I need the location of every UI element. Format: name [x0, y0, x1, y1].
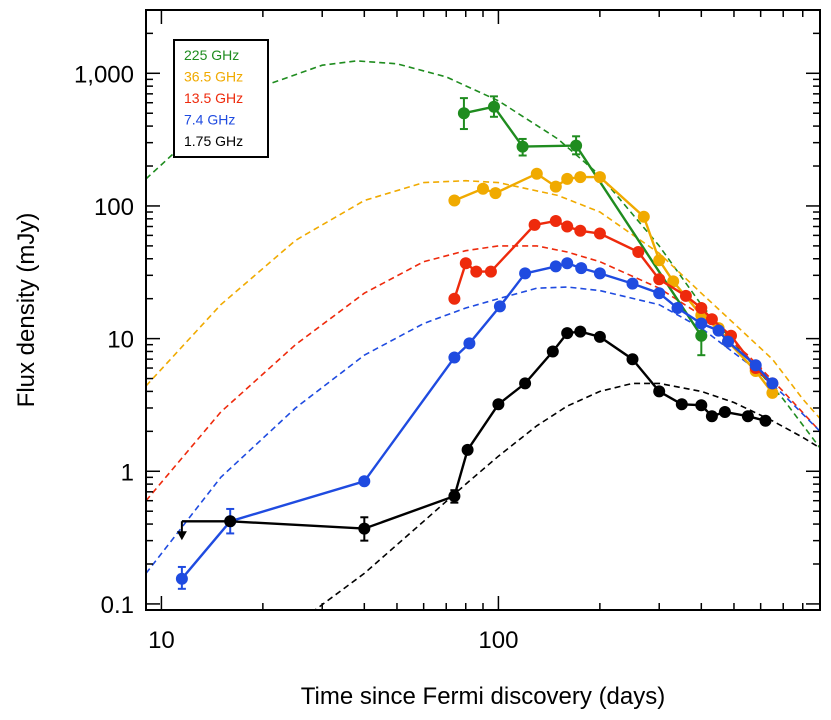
data-point	[749, 359, 762, 372]
data-point	[593, 330, 606, 343]
data-point	[667, 275, 680, 288]
data-point	[671, 302, 684, 314]
data-point	[712, 324, 725, 337]
legend: 225 GHz 36.5 GHz 13.5 GHz 7.4 GHz 1.75 GHz	[173, 39, 269, 158]
x-axis-title: Time since Fermi discovery (days)	[301, 683, 666, 710]
data-point	[546, 345, 559, 358]
data-point	[448, 194, 461, 207]
data-point	[653, 385, 666, 398]
data-point	[653, 273, 666, 286]
data-point	[695, 399, 708, 412]
y-tick-label: 1	[121, 459, 134, 486]
data-point	[759, 414, 772, 427]
data-point	[705, 410, 718, 423]
data-point	[574, 171, 587, 184]
legend-item-1-75-ghz: 1.75 GHz	[184, 133, 243, 149]
data-point	[224, 515, 237, 528]
data-point	[575, 262, 588, 275]
data-point	[722, 335, 734, 348]
data-point	[695, 317, 708, 330]
data-point	[593, 171, 606, 184]
data-point	[705, 313, 718, 326]
data-point	[459, 257, 472, 270]
data-point	[561, 220, 574, 233]
data-point	[530, 167, 543, 180]
data-point	[448, 292, 461, 305]
data-point	[489, 187, 502, 200]
y-tick-label: 1,000	[74, 61, 134, 88]
legend-item-225-ghz: 225 GHz	[184, 47, 239, 63]
data-point	[488, 100, 500, 113]
data-point	[492, 398, 505, 411]
data-point	[653, 287, 666, 300]
model-curve-1-75-ghz	[313, 382, 820, 610]
data-point	[593, 227, 606, 240]
data-point	[175, 572, 188, 585]
data-point	[653, 254, 666, 267]
upper-limit-arrow	[176, 531, 187, 541]
series-7-4-ghz	[175, 257, 779, 590]
data-point	[448, 490, 461, 503]
data-point	[477, 182, 489, 195]
data-point	[679, 289, 692, 302]
data-point	[358, 522, 371, 535]
series-1-75-ghz	[176, 325, 772, 542]
data-point	[626, 277, 639, 290]
y-tick-label: 10	[107, 327, 134, 354]
legend-item-13-5-ghz: 13.5 GHz	[184, 90, 243, 106]
data-point	[519, 267, 532, 280]
legend-item-36-5-ghz: 36.5 GHz	[184, 69, 243, 85]
data-point	[549, 215, 562, 227]
data-point	[570, 139, 583, 152]
model-curve-36-5-ghz	[146, 179, 820, 420]
data-point	[470, 265, 483, 278]
data-point	[516, 140, 529, 153]
data-point	[484, 265, 497, 278]
data-point	[561, 257, 574, 270]
y-tick-label: 0.1	[101, 592, 134, 619]
data-point	[549, 180, 562, 193]
x-tick-label: 100	[478, 627, 518, 654]
data-point	[766, 386, 779, 399]
data-point	[549, 260, 562, 273]
data-point	[528, 218, 541, 231]
legend-item-7-4-ghz: 7.4 GHz	[184, 112, 235, 128]
legend-box	[173, 39, 269, 158]
data-point	[695, 302, 708, 314]
x-tick-label: 10	[148, 627, 175, 654]
data-series	[175, 95, 779, 590]
y-axis-title: Flux density (mJy)	[13, 213, 40, 408]
data-point	[448, 351, 461, 364]
data-point	[574, 325, 587, 338]
data-point	[626, 353, 639, 366]
data-point	[675, 398, 688, 411]
data-point	[561, 172, 574, 185]
data-point	[461, 443, 474, 456]
data-point	[766, 377, 779, 390]
data-point	[574, 224, 587, 237]
data-point	[718, 406, 731, 418]
data-point	[493, 300, 506, 313]
data-point	[637, 210, 650, 223]
data-point	[463, 337, 476, 350]
data-point	[593, 267, 606, 280]
data-point	[457, 107, 470, 120]
data-point	[741, 410, 754, 423]
series-225-ghz	[457, 95, 708, 357]
y-tick-label: 100	[94, 194, 134, 221]
data-point	[561, 327, 574, 340]
data-point	[519, 377, 532, 390]
data-point	[695, 329, 708, 342]
axis-ticks: 10 100 0.1 1 10 100 1,000	[74, 9, 821, 654]
data-point	[358, 475, 371, 488]
data-point	[632, 246, 645, 258]
model-curve-7-4-ghz	[146, 286, 820, 574]
